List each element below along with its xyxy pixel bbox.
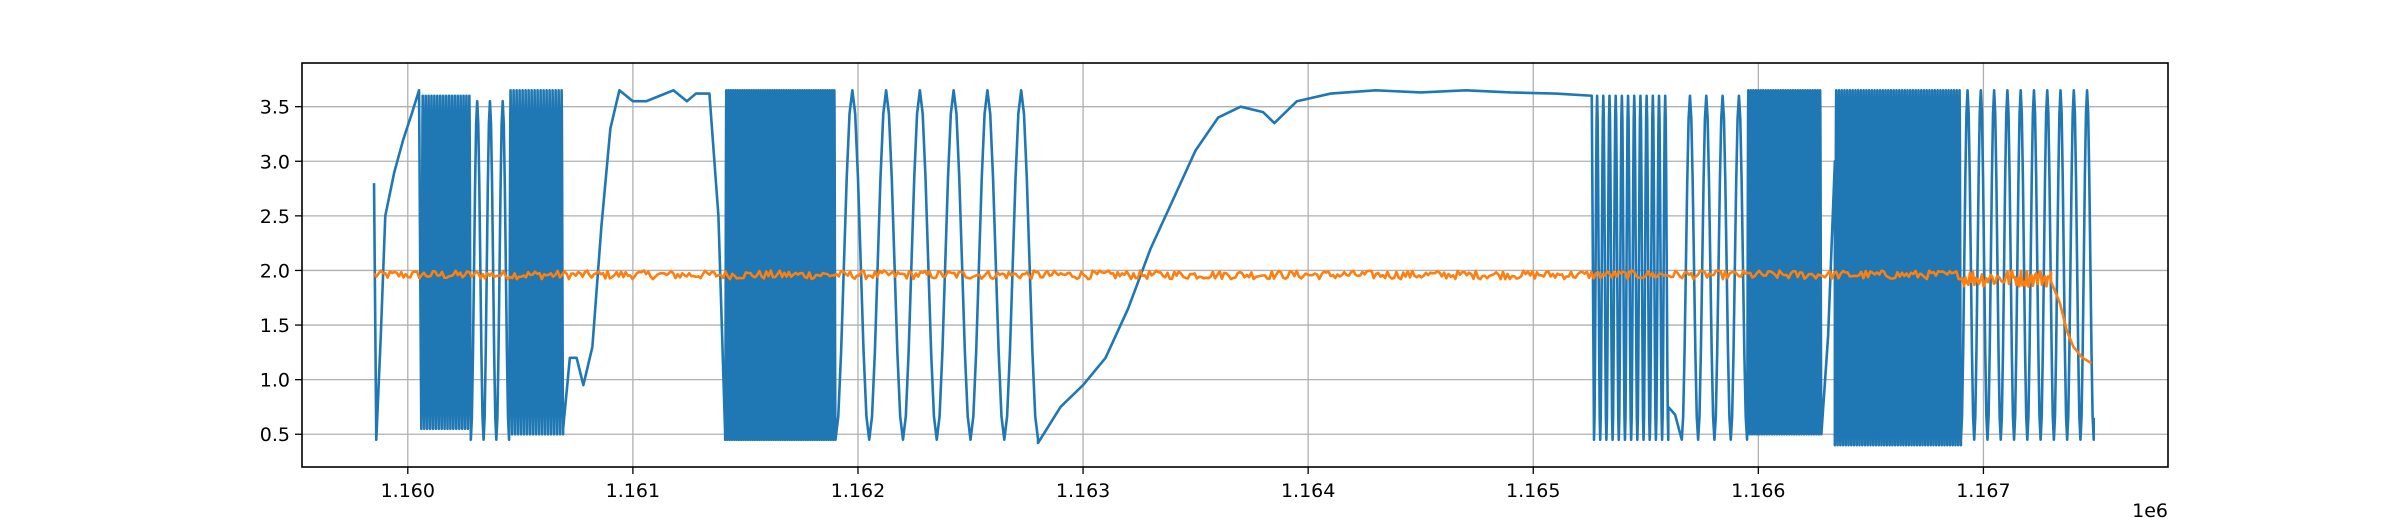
x-tick-label: 1.166 [1731,480,1785,502]
y-tick-label: 1.0 [260,370,290,392]
x-tick-label: 1.165 [1506,480,1560,502]
y-tick-label: 3.0 [260,151,290,173]
x-tick-labels: 1.160 1.161 1.162 1.163 1.164 1.165 1.166 1.167 [381,480,2011,502]
series-layer [372,89,2096,447]
series-line-2 [372,269,2093,365]
tick-marks [295,106,1985,474]
series-line-1 [372,89,2096,447]
y-tick-label: 3.5 [260,97,290,119]
y-tick-labels: 0.5 1.0 1.5 2.0 2.5 3.0 3.5 [260,97,290,447]
x-tick-label: 1.164 [1281,480,1335,502]
y-tick-label: 2.5 [260,206,290,228]
y-tick-label: 2.0 [260,260,290,282]
x-tick-label: 1.160 [381,480,435,502]
plot-frame [301,62,2169,468]
x-tick-label: 1.161 [606,480,660,502]
x-tick-label: 1.162 [831,480,885,502]
x-tick-label: 1.167 [1956,480,2010,502]
y-tick-label: 0.5 [260,424,290,446]
x-tick-label: 1.163 [1056,480,1110,502]
x-offset-label: 1e6 [2132,500,2168,522]
y-tick-label: 1.5 [260,315,290,337]
